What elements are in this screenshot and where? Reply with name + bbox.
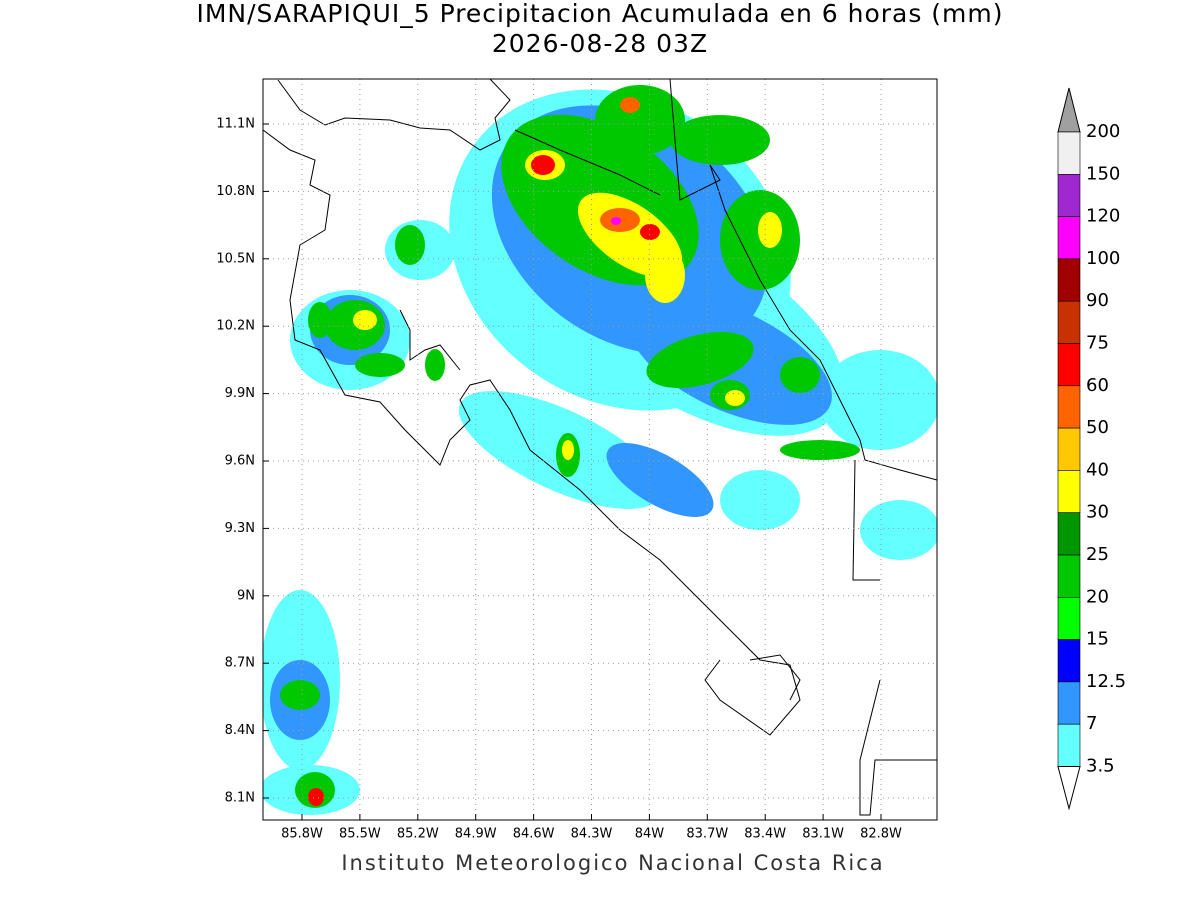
lon-label: 83.4W — [744, 827, 786, 842]
lat-label: 8.7N — [225, 656, 255, 671]
colorbar-label: 3.5 — [1086, 756, 1115, 777]
colorbar: 200 150 120 100 90 75 60 50 40 30 25 20 15 12.5 7 3.5 — [1057, 87, 1126, 811]
lon-label: 84.9W — [455, 827, 497, 842]
colorbar-under — [1057, 766, 1081, 811]
colorbar-segment — [1057, 343, 1081, 387]
axis-labels: 11.1N 10.8N 10.5N 10.2N 9.9N 9.6N 9.3N 9N 8.7N 8.… — [216, 117, 902, 842]
colorbar-label: 75 — [1086, 333, 1109, 354]
colorbar-label: 200 — [1086, 121, 1120, 142]
colorbar-segment — [1057, 470, 1081, 513]
lat-label: 9.9N — [225, 386, 255, 401]
colorbar-segment — [1057, 723, 1081, 767]
colorbar-segment — [1057, 300, 1081, 344]
colorbar-label: 15 — [1086, 629, 1109, 650]
lon-label: 83.1W — [802, 827, 844, 842]
lat-label: 8.1N — [225, 791, 255, 806]
colorbar-segment — [1057, 258, 1081, 302]
grid — [263, 79, 937, 820]
red-layer — [308, 97, 660, 806]
colorbar-label: 120 — [1086, 206, 1120, 227]
colorbar-label: 40 — [1086, 459, 1109, 480]
colorbar-label: 60 — [1086, 375, 1109, 396]
colorbar-over — [1057, 87, 1081, 133]
lon-label: 83.7W — [686, 827, 728, 842]
lat-label: 9N — [237, 588, 255, 603]
lon-label: 85.8W — [281, 827, 323, 842]
colorbar-label: 12.5 — [1086, 671, 1126, 692]
lat-label: 8.4N — [225, 723, 255, 738]
colorbar-label: 150 — [1086, 163, 1120, 184]
colorbar-label: 50 — [1086, 417, 1109, 438]
lon-label: 84.3W — [571, 827, 613, 842]
colorbar-segment — [1057, 596, 1081, 640]
plot-frame — [262, 78, 938, 821]
lon-label: 84.6W — [513, 827, 555, 842]
footer: Instituto Meteorologico Nacional Costa R… — [341, 851, 884, 875]
colorbar-label: 25 — [1086, 544, 1109, 565]
colorbar-segment — [1057, 216, 1081, 260]
lat-label: 9.3N — [225, 521, 255, 536]
lon-label: 82.8W — [860, 827, 902, 842]
lon-label: 85.2W — [397, 827, 439, 842]
lat-label: 10.5N — [216, 251, 255, 266]
colorbar-segment — [1057, 681, 1081, 725]
coastlines — [263, 79, 937, 816]
lon-label: 84W — [635, 827, 665, 842]
title: IMN/SARAPIQUI_5 Precipitacion Acumulada … — [196, 0, 1003, 28]
colorbar-label: 30 — [1086, 502, 1109, 523]
colorbar-segment — [1057, 131, 1081, 175]
subtitle: 2026-08-28 03Z — [492, 29, 708, 58]
colorbar-segment — [1057, 174, 1081, 217]
lat-label: 11.1N — [216, 117, 255, 132]
colorbar-segment — [1057, 385, 1081, 429]
lat-label: 10.2N — [216, 319, 255, 334]
colorbar-segment — [1057, 639, 1081, 683]
lat-label: 10.8N — [216, 184, 255, 199]
colorbar-label: 7 — [1086, 713, 1097, 734]
colorbar-label: 90 — [1086, 290, 1109, 311]
precipitation-field — [263, 85, 937, 815]
colorbar-segment — [1057, 427, 1081, 471]
lon-label: 85.5W — [339, 827, 381, 842]
colorbar-segment — [1057, 554, 1081, 598]
colorbar-label: 100 — [1086, 248, 1120, 269]
colorbar-segment — [1057, 512, 1081, 556]
colorbar-label: 20 — [1086, 586, 1109, 607]
lat-label: 9.6N — [225, 454, 255, 469]
